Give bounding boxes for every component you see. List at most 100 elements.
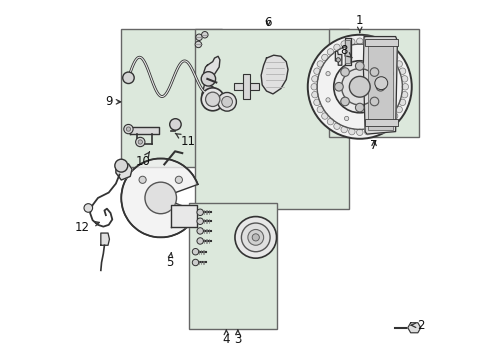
Circle shape — [218, 93, 236, 111]
Text: 4: 4 — [222, 330, 230, 346]
Circle shape — [396, 106, 402, 113]
Circle shape — [312, 91, 318, 98]
Circle shape — [401, 91, 408, 98]
Circle shape — [402, 84, 409, 90]
Polygon shape — [129, 127, 159, 134]
Circle shape — [327, 49, 334, 55]
Circle shape — [341, 41, 347, 47]
Polygon shape — [202, 83, 219, 110]
Circle shape — [392, 54, 398, 61]
Text: 3: 3 — [234, 330, 242, 346]
Text: 11: 11 — [175, 133, 196, 148]
Circle shape — [205, 92, 220, 107]
Circle shape — [392, 113, 398, 119]
Polygon shape — [261, 55, 288, 94]
Circle shape — [321, 113, 328, 119]
Circle shape — [375, 77, 388, 90]
Circle shape — [136, 137, 145, 147]
Circle shape — [336, 58, 341, 62]
Circle shape — [326, 72, 330, 76]
Circle shape — [370, 68, 379, 76]
Circle shape — [348, 39, 355, 45]
Polygon shape — [364, 37, 397, 134]
Circle shape — [201, 72, 216, 86]
Circle shape — [311, 84, 318, 90]
Circle shape — [139, 176, 146, 183]
Circle shape — [175, 176, 182, 183]
Circle shape — [317, 106, 323, 113]
Bar — [366, 39, 398, 46]
Circle shape — [326, 98, 330, 102]
Circle shape — [196, 34, 202, 41]
Polygon shape — [408, 323, 421, 333]
Circle shape — [312, 76, 318, 82]
Polygon shape — [172, 205, 196, 226]
Circle shape — [197, 209, 203, 216]
Circle shape — [308, 35, 412, 139]
Circle shape — [399, 68, 406, 75]
Circle shape — [349, 76, 370, 97]
Circle shape — [342, 68, 378, 105]
Circle shape — [192, 259, 199, 266]
Circle shape — [365, 129, 371, 135]
Circle shape — [372, 126, 379, 133]
Circle shape — [386, 49, 392, 55]
Text: 7: 7 — [370, 139, 378, 152]
Circle shape — [341, 97, 349, 106]
Circle shape — [221, 96, 232, 107]
Polygon shape — [122, 158, 198, 237]
Circle shape — [401, 76, 408, 82]
Polygon shape — [101, 233, 109, 245]
Circle shape — [379, 44, 386, 50]
Circle shape — [341, 68, 349, 76]
Circle shape — [365, 39, 371, 45]
Text: 9: 9 — [105, 95, 121, 108]
Text: 10: 10 — [135, 152, 150, 168]
Circle shape — [138, 140, 143, 144]
Text: 8: 8 — [340, 44, 352, 58]
Circle shape — [341, 126, 347, 133]
Circle shape — [371, 116, 375, 121]
Circle shape — [170, 119, 181, 130]
Circle shape — [197, 238, 203, 244]
Circle shape — [197, 218, 203, 225]
Bar — [345, 40, 350, 63]
Circle shape — [379, 123, 386, 130]
Text: 5: 5 — [166, 253, 173, 269]
Circle shape — [195, 41, 201, 48]
Circle shape — [248, 229, 264, 245]
Circle shape — [334, 44, 340, 50]
Circle shape — [321, 54, 328, 61]
Circle shape — [84, 204, 93, 212]
Circle shape — [314, 99, 320, 105]
Circle shape — [145, 182, 176, 214]
Circle shape — [344, 116, 349, 121]
Circle shape — [348, 129, 355, 135]
Circle shape — [126, 127, 131, 131]
Circle shape — [370, 97, 379, 106]
Bar — [190, 203, 277, 329]
Polygon shape — [116, 164, 132, 180]
Circle shape — [242, 223, 270, 252]
Circle shape — [201, 32, 208, 38]
Circle shape — [390, 72, 393, 76]
Circle shape — [344, 53, 349, 57]
Text: 2: 2 — [411, 319, 425, 332]
Circle shape — [357, 38, 363, 44]
Circle shape — [334, 123, 340, 130]
Circle shape — [252, 234, 259, 241]
Circle shape — [372, 41, 379, 47]
Circle shape — [376, 82, 385, 91]
Bar — [122, 30, 221, 167]
Bar — [329, 30, 419, 137]
Circle shape — [124, 125, 133, 134]
Bar — [366, 119, 398, 126]
Circle shape — [390, 98, 393, 102]
Circle shape — [235, 217, 276, 258]
Text: 6: 6 — [265, 16, 272, 29]
Polygon shape — [345, 39, 351, 65]
Circle shape — [317, 61, 323, 67]
Polygon shape — [204, 56, 220, 83]
Circle shape — [335, 82, 343, 91]
Bar — [195, 30, 349, 209]
